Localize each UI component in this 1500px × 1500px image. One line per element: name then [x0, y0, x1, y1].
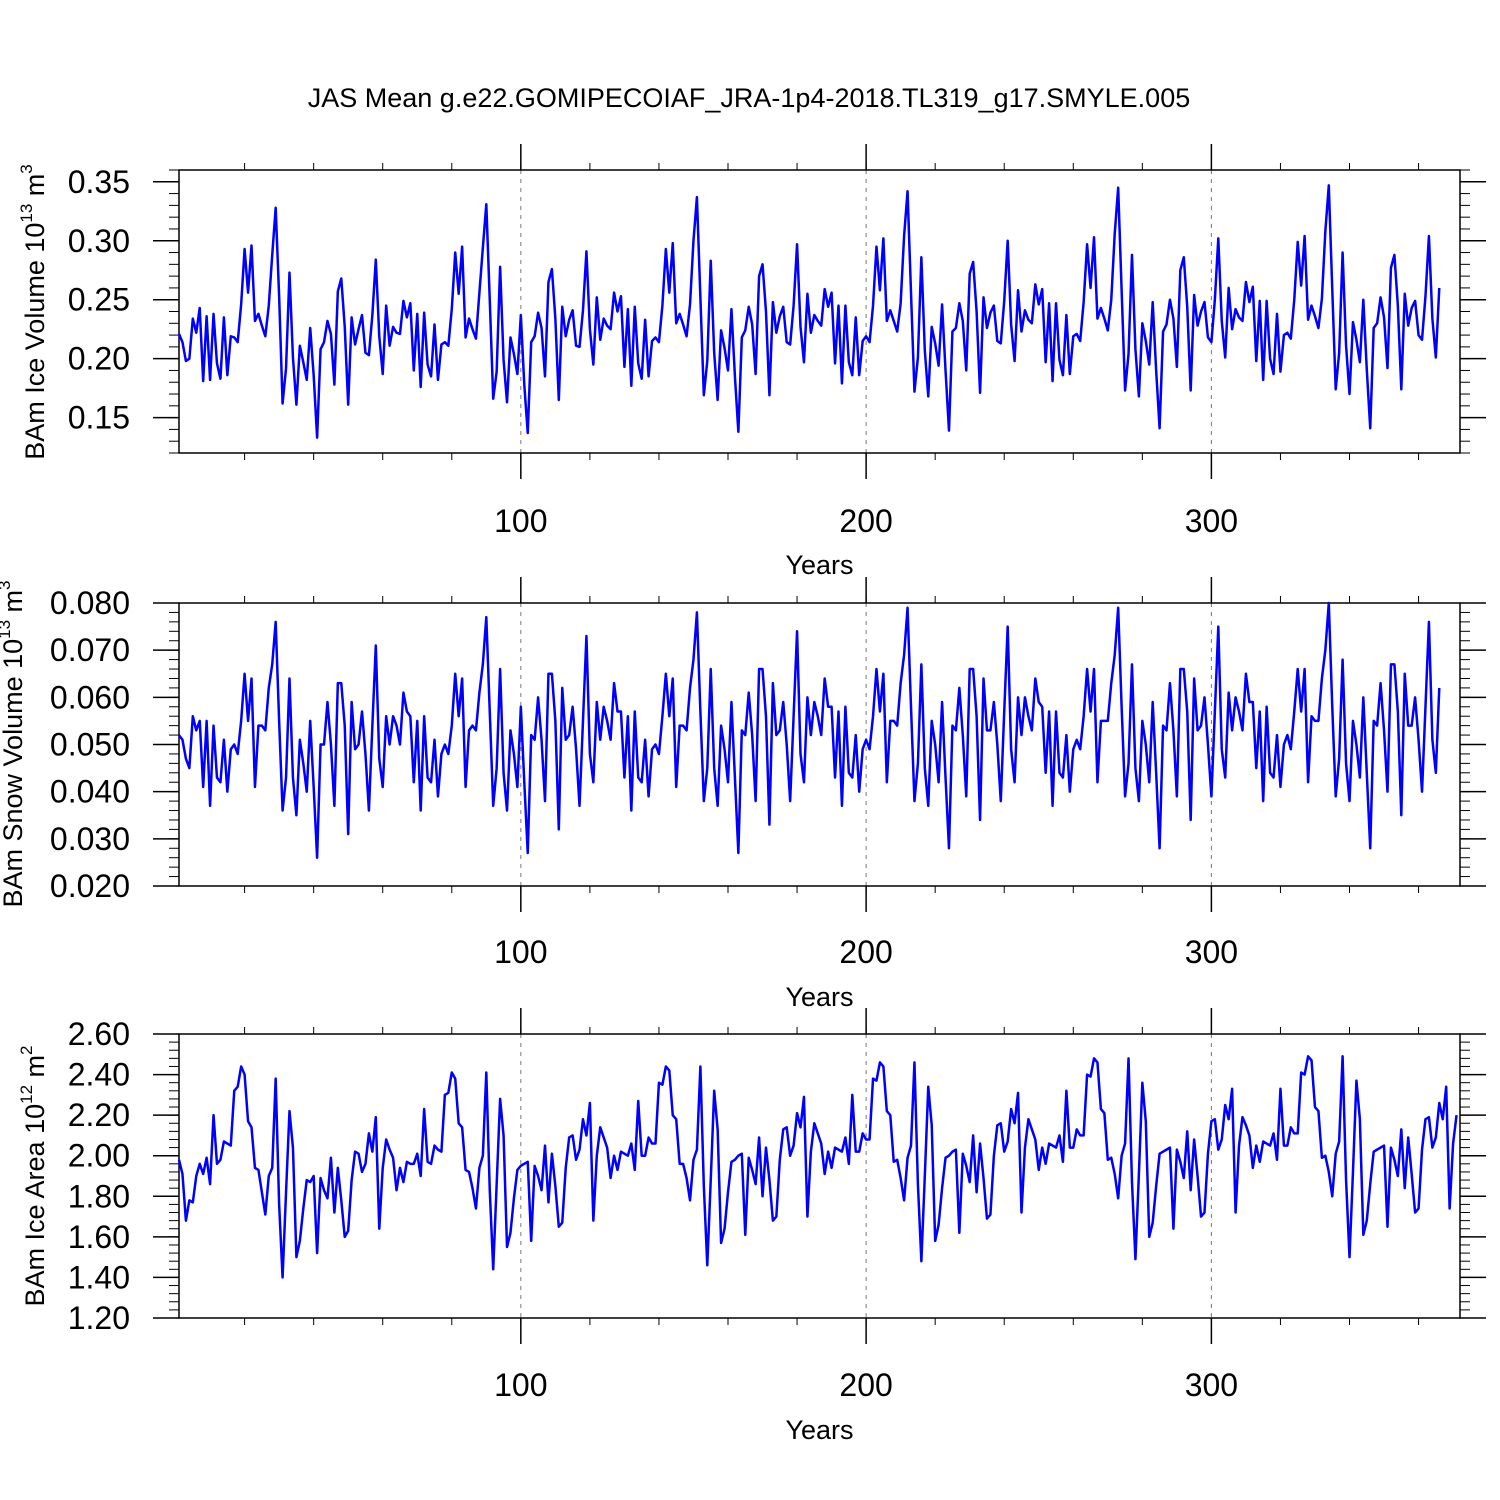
- y-axis-label-unit: m: [0, 590, 28, 620]
- y-axis-label-unit: m: [20, 174, 50, 204]
- y-axis-label-unit: m: [20, 1055, 50, 1085]
- x-axis-label: Years: [785, 982, 853, 1012]
- y-tick-label: 1.40: [68, 1259, 130, 1295]
- y-axis-label-main: BAm Snow Volume 10: [0, 639, 28, 908]
- y-tick-label: 1.80: [68, 1178, 130, 1214]
- y-tick-label: 0.35: [68, 164, 130, 200]
- chart-panel-3: 100 200 300 1.20 1.40 1.60 1.80 2.00 2.20 2.40 2.6…: [17, 1008, 1486, 1445]
- y-tick-label: 0.040: [50, 774, 130, 810]
- x-tick-label: 100: [494, 1367, 547, 1403]
- y-tick-label: 0.25: [68, 282, 130, 318]
- x-axis-label: Years: [785, 1415, 853, 1445]
- y-tick-label: 0.070: [50, 632, 130, 668]
- y-axis-label-main: BAm Ice Volume 10: [20, 223, 50, 460]
- y-tick-label: 0.080: [50, 585, 130, 621]
- plot-frame: [178, 1033, 1461, 1319]
- series-line: [177, 1055, 1458, 1279]
- x-tick-label: 100: [494, 934, 547, 970]
- y-tick-label: 1.60: [68, 1219, 130, 1255]
- y-tick-label: 0.020: [50, 868, 130, 904]
- x-tick-label: 200: [839, 503, 892, 539]
- series-line: [177, 601, 1441, 859]
- y-axis-label: BAm Snow Volume 1013 m3: [0, 580, 28, 907]
- x-axis-label: Years: [785, 550, 853, 580]
- figure-title: JAS Mean g.e22.GOMIPECOIAF_JRA-1p4-2018.…: [308, 83, 1190, 113]
- y-tick-label: 1.20: [68, 1300, 130, 1336]
- plot-frame: [178, 602, 1461, 887]
- y-axis-label-unit-exp: 2: [17, 1046, 36, 1055]
- series-line: [177, 184, 1441, 439]
- x-tick-label: 300: [1185, 1367, 1238, 1403]
- x-tick-label: 200: [839, 934, 892, 970]
- x-tick-label: 200: [839, 1367, 892, 1403]
- y-axis-label-exp: 13: [0, 620, 14, 639]
- plot-frame: [178, 169, 1461, 454]
- x-tick-label: 300: [1185, 503, 1238, 539]
- y-tick-label: 2.60: [68, 1016, 130, 1052]
- y-axis-label-exp: 12: [17, 1085, 36, 1104]
- y-axis-label-unit-exp: 3: [0, 580, 14, 589]
- x-tick-label: 300: [1185, 934, 1238, 970]
- x-tick-label: 100: [494, 503, 547, 539]
- y-tick-label: 0.050: [50, 727, 130, 763]
- chart-panel-2: 100 200 300 0.020 0.030 0.040 0.050 0.060 0.070 0…: [0, 577, 1486, 1012]
- y-tick-label: 2.40: [68, 1057, 130, 1093]
- y-tick-label: 0.30: [68, 223, 130, 259]
- y-axis-label-exp: 13: [17, 204, 36, 223]
- y-tick-label: 2.00: [68, 1138, 130, 1174]
- y-axis-label: BAm Ice Volume 1013 m3: [17, 164, 50, 460]
- y-axis-label-unit-exp: 3: [17, 164, 36, 173]
- y-axis-label-main: BAm Ice Area 10: [20, 1104, 50, 1307]
- y-tick-label: 0.15: [68, 400, 130, 436]
- panels: 100 200 300 0.15 0.20 0.25 0.30 0.35 Years BAm Ic…: [0, 144, 1486, 1445]
- y-tick-label: 0.20: [68, 341, 130, 377]
- y-tick-label: 2.20: [68, 1097, 130, 1133]
- y-axis-label: BAm Ice Area 1012 m2: [17, 1046, 50, 1307]
- chart-panel-1: 100 200 300 0.15 0.20 0.25 0.30 0.35 Years BAm Ic…: [17, 144, 1486, 580]
- y-tick-label: 0.030: [50, 821, 130, 857]
- y-tick-label: 0.060: [50, 679, 130, 715]
